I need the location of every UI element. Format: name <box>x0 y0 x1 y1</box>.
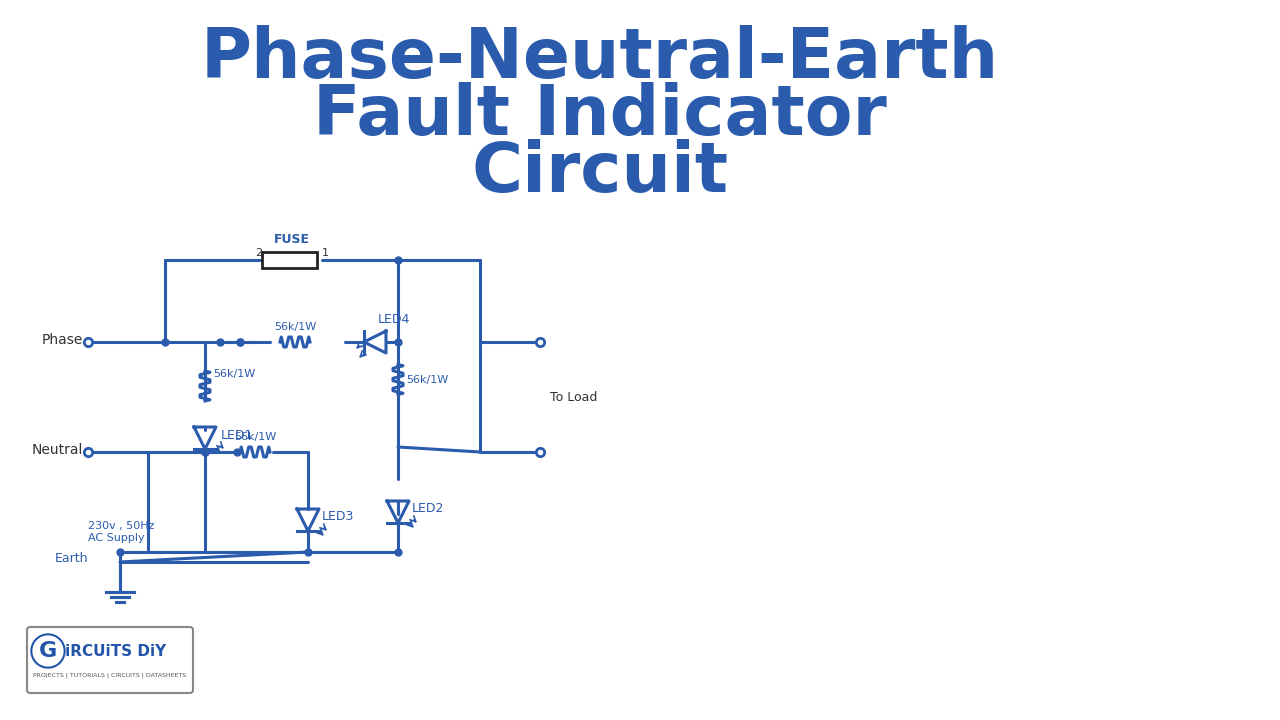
Text: LED2: LED2 <box>412 503 444 516</box>
Text: Earth: Earth <box>55 552 88 564</box>
Text: To Load: To Load <box>550 390 598 403</box>
Text: Phase: Phase <box>42 333 83 347</box>
Text: LED3: LED3 <box>323 510 355 523</box>
Text: Phase-Neutral-Earth: Phase-Neutral-Earth <box>201 24 1000 91</box>
Text: LED1: LED1 <box>221 428 253 441</box>
Text: LED4: LED4 <box>378 313 411 326</box>
Text: PROJECTS | TUTORIALS | CIRCUITS | DATASHEETS: PROJECTS | TUTORIALS | CIRCUITS | DATASH… <box>33 672 187 678</box>
Text: G: G <box>38 641 58 661</box>
Text: 56k/1W: 56k/1W <box>234 432 276 442</box>
Text: 56k/1W: 56k/1W <box>274 322 316 332</box>
Text: Fault Indicator: Fault Indicator <box>314 81 887 148</box>
Text: 230v , 50Hz
AC Supply: 230v , 50Hz AC Supply <box>88 521 155 543</box>
Text: 56k/1W: 56k/1W <box>212 369 255 379</box>
FancyBboxPatch shape <box>27 627 193 693</box>
Text: CiRCUiTS DiY: CiRCUiTS DiY <box>54 644 166 659</box>
Text: Neutral: Neutral <box>32 443 83 457</box>
Text: FUSE: FUSE <box>274 233 310 246</box>
Text: 2: 2 <box>256 248 262 258</box>
Text: Circuit: Circuit <box>471 138 728 205</box>
Bar <box>262 252 317 268</box>
Text: 56k/1W: 56k/1W <box>406 374 448 384</box>
Text: 1: 1 <box>321 248 329 258</box>
